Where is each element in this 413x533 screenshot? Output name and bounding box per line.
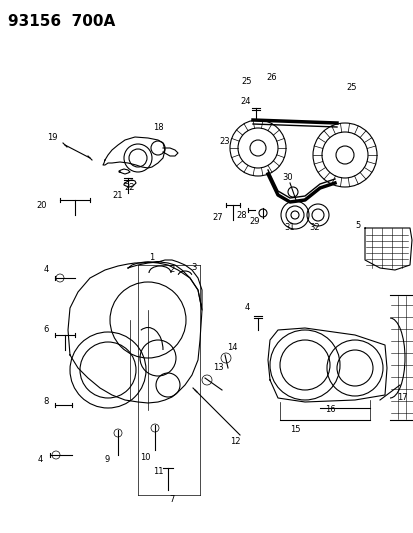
- Text: 24: 24: [240, 98, 251, 107]
- Text: 4: 4: [43, 265, 48, 274]
- Text: 22: 22: [124, 183, 135, 192]
- Text: 20: 20: [37, 200, 47, 209]
- Text: 28: 28: [236, 211, 247, 220]
- Text: 18: 18: [152, 124, 163, 133]
- Text: 15: 15: [289, 425, 299, 434]
- Text: 10: 10: [140, 454, 150, 463]
- Text: 1: 1: [149, 253, 154, 262]
- Text: 4: 4: [244, 303, 249, 312]
- Text: 2: 2: [169, 265, 174, 274]
- Text: 5: 5: [354, 221, 360, 230]
- Text: 25: 25: [241, 77, 252, 86]
- Text: 4: 4: [37, 456, 43, 464]
- Text: 29: 29: [249, 217, 260, 227]
- Text: 30: 30: [282, 174, 292, 182]
- Text: 8: 8: [43, 398, 49, 407]
- Text: 7: 7: [169, 496, 174, 505]
- Text: 11: 11: [152, 467, 163, 477]
- Text: 26: 26: [266, 74, 277, 83]
- Text: 14: 14: [226, 343, 237, 352]
- Text: 19: 19: [47, 133, 57, 142]
- Text: 21: 21: [112, 190, 123, 199]
- Text: 32: 32: [309, 223, 320, 232]
- Text: 27: 27: [212, 214, 223, 222]
- Text: 17: 17: [396, 393, 406, 402]
- Text: 9: 9: [104, 456, 109, 464]
- Text: 93156  700A: 93156 700A: [8, 14, 115, 29]
- Text: 23: 23: [219, 138, 230, 147]
- Text: 13: 13: [212, 364, 223, 373]
- Text: 31: 31: [284, 223, 294, 232]
- Text: 3: 3: [191, 263, 196, 272]
- Text: 25: 25: [346, 84, 356, 93]
- Text: 6: 6: [43, 326, 49, 335]
- Text: 12: 12: [229, 438, 240, 447]
- Text: 16: 16: [324, 406, 335, 415]
